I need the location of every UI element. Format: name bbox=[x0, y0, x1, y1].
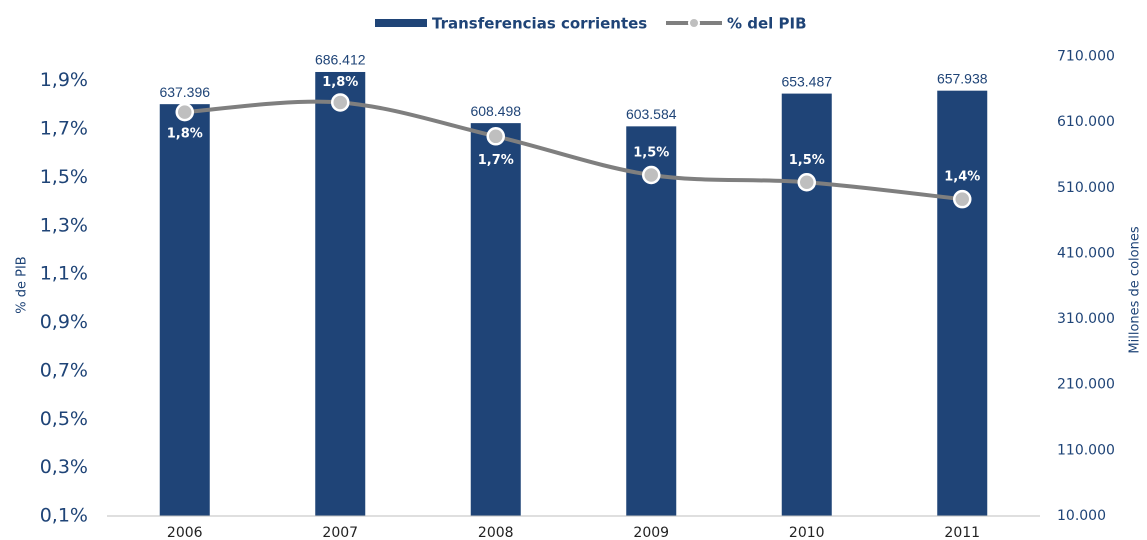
line-marker bbox=[797, 173, 816, 192]
bar-value-label: 637.396 bbox=[159, 84, 210, 100]
bar-value-label: 653.487 bbox=[781, 73, 832, 89]
y-tick-label: 1,7% bbox=[40, 118, 88, 140]
y2-tick-label: 710.000 bbox=[1057, 49, 1115, 65]
y-tick-label: 0,3% bbox=[40, 456, 88, 478]
bar bbox=[315, 71, 366, 517]
y2-tick-label: 210.000 bbox=[1057, 377, 1115, 393]
x-tick-label: 2007 bbox=[322, 525, 358, 540]
bar-value-label: 686.412 bbox=[315, 52, 366, 68]
line-value-label: 1,8% bbox=[322, 75, 358, 90]
legend-swatch bbox=[688, 17, 700, 29]
y-tick-label: 1,9% bbox=[40, 69, 88, 91]
line-value-label: 1,4% bbox=[944, 170, 980, 185]
x-tick-label: 2008 bbox=[478, 525, 514, 540]
bar bbox=[159, 104, 210, 517]
y-tick-label: 0,5% bbox=[40, 408, 88, 430]
y-tick-label: 1,3% bbox=[40, 214, 88, 236]
bar bbox=[781, 93, 832, 517]
x-tick-label: 2010 bbox=[789, 525, 825, 540]
y2-tick-label: 510.000 bbox=[1057, 180, 1115, 196]
bar bbox=[470, 123, 521, 516]
y2-tick-label: 110.000 bbox=[1057, 442, 1115, 458]
y-tick-label: 1,5% bbox=[40, 166, 88, 188]
bar bbox=[937, 90, 988, 516]
y2-tick-label: 410.000 bbox=[1057, 245, 1115, 261]
y-tick-label: 0,7% bbox=[40, 359, 88, 381]
bar-value-label: 657.938 bbox=[937, 70, 988, 86]
line-value-label: 1,7% bbox=[478, 153, 514, 168]
line-value-label: 1,8% bbox=[167, 127, 203, 142]
line-marker bbox=[175, 102, 194, 122]
line-value-label: 1,5% bbox=[633, 146, 669, 161]
y2-axis-label: Millones de colones bbox=[1128, 226, 1143, 353]
y-tick-label: 1,1% bbox=[40, 263, 88, 285]
line-marker bbox=[953, 189, 972, 209]
line-value-label: 1,5% bbox=[789, 153, 825, 168]
y-tick-label: 0,9% bbox=[40, 311, 88, 333]
legend-label: Transferencias corrientes bbox=[432, 15, 647, 33]
legend-swatch bbox=[375, 19, 427, 27]
x-tick-label: 2006 bbox=[167, 525, 203, 540]
y2-tick-label: 310.000 bbox=[1057, 311, 1115, 327]
line bbox=[184, 99, 963, 202]
y-tick-label: 0,1% bbox=[40, 505, 88, 527]
y-axis-label: % de PIB bbox=[15, 256, 30, 313]
bar-value-label: 608.498 bbox=[470, 103, 521, 119]
bar bbox=[626, 126, 677, 517]
line-marker bbox=[331, 93, 350, 112]
line-marker bbox=[486, 127, 505, 146]
y2-tick-label: 10.000 bbox=[1057, 508, 1106, 524]
bar-value-label: 603.584 bbox=[626, 106, 677, 122]
y2-tick-label: 610.000 bbox=[1057, 114, 1115, 130]
x-tick-label: 2009 bbox=[633, 525, 669, 540]
legend-label: % del PIB bbox=[727, 15, 807, 33]
x-tick-label: 2011 bbox=[944, 525, 980, 540]
line-marker bbox=[642, 165, 661, 185]
